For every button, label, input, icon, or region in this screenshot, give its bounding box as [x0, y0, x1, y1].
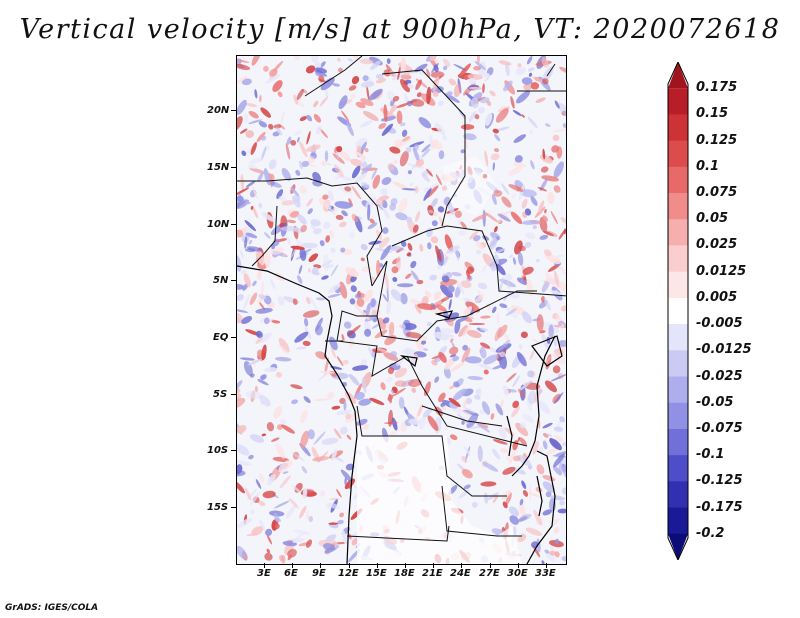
colorbar	[667, 62, 689, 560]
lon-tick	[320, 563, 322, 568]
colorbar-segment	[668, 166, 688, 194]
lon-tick	[348, 563, 350, 568]
map-title: Vertical velocity [m/s] at 900hPa, VT: 2…	[19, 14, 781, 45]
lat-tick	[231, 224, 236, 225]
lon-label: 21E	[422, 568, 443, 579]
colorbar-segment	[668, 324, 688, 351]
lon-label: 30E	[507, 568, 528, 579]
lat-label: 15N	[207, 162, 230, 173]
colorbar-segment	[668, 193, 688, 220]
lat-tick	[231, 450, 236, 451]
colorbar-segment	[668, 88, 688, 115]
lakes	[399, 310, 563, 517]
lon-tick	[405, 563, 406, 568]
lon-label: 12E	[338, 568, 359, 579]
lat-tick	[231, 337, 236, 338]
lon-label: 3E	[257, 568, 271, 579]
colorbar-segment	[668, 271, 688, 299]
lat-tick	[231, 110, 236, 111]
colorbar-label: -0.125	[696, 473, 743, 489]
colorbar-segment	[668, 297, 688, 325]
map-panel	[236, 55, 567, 565]
calm-region	[357, 436, 522, 564]
lon-tick	[433, 563, 435, 568]
lat-label: 10N	[207, 219, 230, 230]
colorbar-label: -0.005	[696, 316, 743, 332]
lat-label: 5N	[213, 275, 229, 286]
lat-label: EQ	[213, 332, 229, 343]
colorbar-segment	[668, 140, 688, 168]
colorbar-label: -0.175	[696, 499, 743, 515]
colorbar-segment	[668, 402, 688, 430]
lat-label: 15S	[207, 502, 229, 513]
lon-label: 24E	[450, 568, 471, 579]
colorbar-label: 0.175	[696, 80, 738, 96]
velocity-field	[237, 56, 566, 564]
colorbar-label: 0.05	[696, 211, 729, 227]
credit-text: GrADS: IGES/COLA	[5, 603, 99, 613]
colorbar-label: 0.075	[696, 185, 738, 201]
colorbar-label: -0.05	[696, 394, 734, 410]
colorbar-segment	[668, 114, 688, 142]
lon-label: 6E	[284, 568, 298, 579]
colorbar-segment	[668, 62, 688, 89]
colorbar-label: -0.075	[696, 420, 743, 436]
colorbar-label: 0.025	[696, 237, 738, 253]
lat-label: 5S	[213, 389, 228, 400]
lat-tick	[231, 507, 236, 508]
colorbar-label: -0.025	[696, 368, 743, 384]
country-borders	[237, 56, 566, 542]
colorbar-segment	[668, 507, 688, 535]
colorbar-label: -0.2	[696, 525, 725, 541]
lon-label: 15E	[366, 568, 387, 579]
colorbar-segment	[668, 455, 688, 482]
colorbar-segment	[668, 350, 688, 378]
lon-tick	[517, 563, 519, 568]
lat-tick	[231, 280, 236, 281]
colorbar-label: -0.0125	[696, 342, 752, 358]
lon-label: 27E	[479, 568, 500, 579]
colorbar-segment	[668, 481, 688, 509]
lon-tick	[461, 563, 463, 568]
lon-tick	[546, 563, 547, 568]
lat-tick	[231, 394, 236, 395]
lat-label: 10S	[207, 445, 229, 456]
colorbar-label: 0.1	[696, 158, 720, 174]
colorbar-label: 0.125	[696, 132, 738, 148]
colorbar-segment	[668, 376, 688, 404]
lat-label: 20N	[207, 105, 230, 116]
colorbar-segment	[668, 428, 688, 456]
colorbar-label: 0.005	[696, 289, 738, 305]
lon-label: 9E	[312, 568, 326, 579]
lon-label: 18E	[394, 568, 415, 579]
lon-label: 33E	[535, 568, 556, 579]
colorbar-segment	[668, 533, 688, 560]
colorbar-label: 0.15	[696, 106, 729, 122]
calm-region	[442, 156, 497, 216]
lon-tick	[264, 563, 265, 568]
lon-tick	[292, 563, 294, 568]
colorbar-label: -0.1	[696, 447, 725, 463]
lon-tick	[489, 563, 491, 568]
lat-tick	[231, 167, 236, 168]
colorbar-label: 0.0125	[696, 263, 747, 279]
lon-tick	[376, 563, 378, 568]
colorbar-segment	[668, 219, 688, 246]
colorbar-segment	[668, 245, 688, 273]
